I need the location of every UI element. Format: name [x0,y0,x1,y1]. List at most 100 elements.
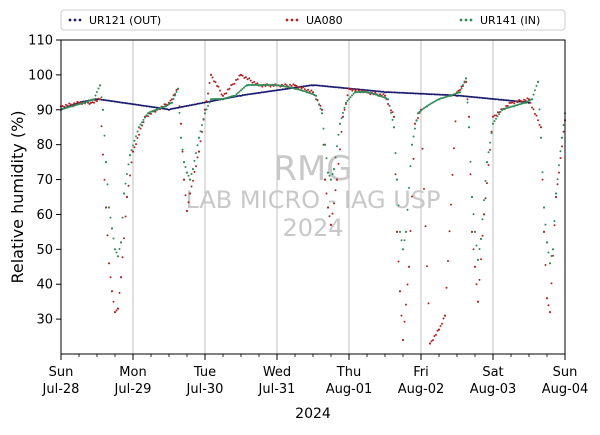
data-point-trace [516,101,519,104]
data-point [437,328,441,331]
data-point-trace [426,265,428,268]
data-point-trace [541,178,544,181]
data-point-trace [272,89,274,92]
data-point-trace [427,302,430,305]
data-point-trace [184,166,187,168]
data-point [131,150,135,153]
data-point-trace [274,84,277,86]
data-point [473,265,477,268]
data-point-trace [187,104,190,107]
data-point-trace [502,99,505,101]
data-point-trace [133,139,136,142]
data-point-trace [165,103,167,106]
data-point-trace [109,276,112,279]
data-point-trace [237,91,239,94]
data-point-trace [421,147,424,150]
data-point-trace [190,104,193,107]
data-point-trace [208,101,211,104]
data-point-trace [269,84,272,86]
data-point-trace [535,84,538,87]
data-point-trace [96,100,98,103]
data-point-trace [433,100,436,103]
data-point-trace [118,291,121,294]
data-point-trace [489,148,491,151]
data-point-trace [351,89,354,92]
data-point-trace [379,90,382,93]
data-point-trace [264,84,267,86]
data-point-trace [532,108,535,111]
data-point-trace [519,103,521,106]
data-point-trace [465,95,468,98]
data-point-trace [195,165,197,168]
data-point-trace [526,100,529,103]
data-point-trace [518,99,521,101]
data-point-trace [219,89,221,92]
data-point-trace [171,98,173,101]
data-point-trace [140,104,143,107]
data-point-trace [397,204,400,207]
data-point-trace [238,74,241,77]
data-point [128,154,132,157]
data-point-trace [273,89,276,92]
data-point [119,276,123,279]
y-axis-label: Relative humidity (%) [8,110,27,283]
data-point-trace [164,108,167,110]
x-tick-label-day: Sat [482,365,503,380]
data-point-trace [104,99,106,102]
data-point-trace [550,282,553,285]
data-point-trace [225,97,227,100]
data-point-trace [511,101,514,104]
data-point-trace [81,102,83,105]
legend-marker [459,18,463,22]
data-point-trace [214,98,217,100]
data-point-trace [475,96,478,99]
data-point-trace [178,105,181,108]
data-point [476,300,480,303]
data-point-trace [256,92,258,95]
data-point-trace [134,103,137,106]
data-point-trace [190,185,193,188]
data-point [386,98,390,101]
data-point-trace [76,103,79,106]
data-point-trace [155,106,158,109]
data-point-trace [514,100,517,103]
x-tick-label-date: Jul-31 [258,382,296,397]
data-point-trace [169,108,172,111]
data-point-trace [397,260,400,263]
data-point-trace [531,106,533,109]
data-point-trace [486,182,488,185]
data-point-trace [457,89,460,92]
data-point-trace [64,103,67,106]
data-point [536,80,540,83]
data-point-trace [550,255,553,257]
data-point-trace [94,94,97,97]
data-point-trace [211,98,214,100]
data-point [545,297,549,300]
data-point-trace [153,109,155,112]
data-point-trace [248,93,250,96]
data-point-trace [162,106,164,109]
data-point-trace [507,99,510,102]
data-point-trace [460,87,463,90]
watermark-line: RMG [273,149,352,189]
data-point [119,241,123,244]
data-point-trace [454,92,457,95]
data-point-trace [249,79,252,82]
data-point-trace [121,216,124,219]
data-point-trace [276,89,279,92]
data-point-trace [441,97,443,100]
data-point-trace [283,88,286,91]
data-point-trace [403,91,406,94]
data-point-trace [454,94,457,97]
data-point [197,150,201,153]
data-point-trace [251,92,254,95]
data-point-trace [166,108,169,111]
data-point [113,311,117,314]
data-point-trace [199,140,202,143]
legend-marker [285,18,289,22]
data-point-trace [435,333,437,336]
data-points [59,73,567,345]
data-point-trace [124,215,127,218]
data-point-trace [422,92,425,95]
data-point-trace [352,88,355,91]
